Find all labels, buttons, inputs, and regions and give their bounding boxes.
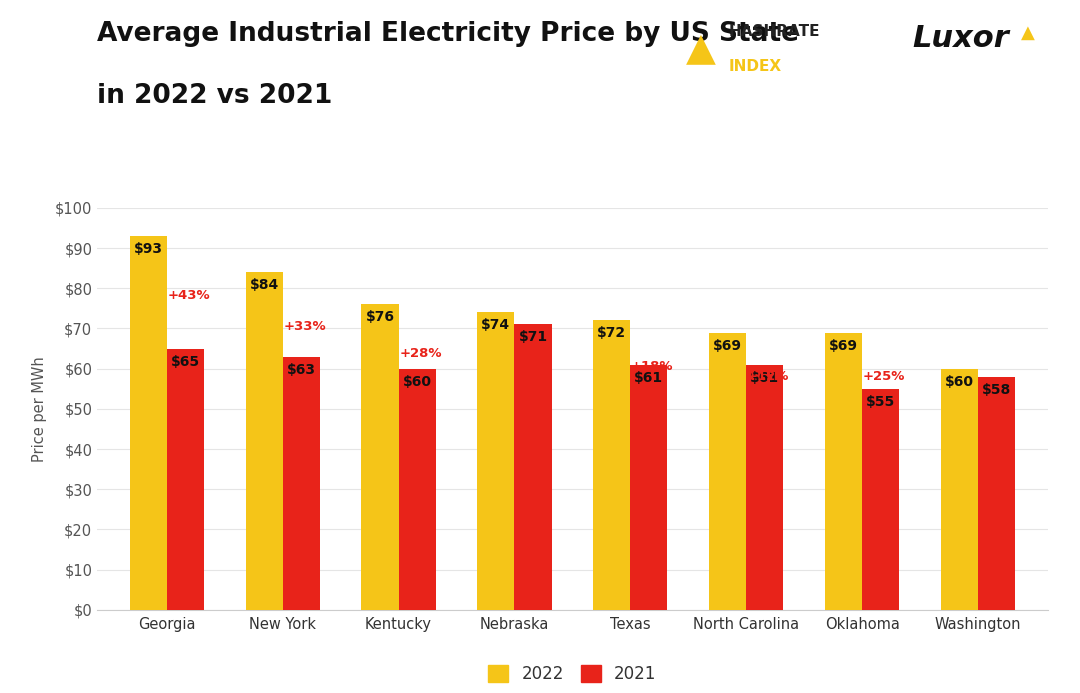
Bar	[593, 320, 631, 610]
Bar	[245, 272, 283, 610]
Text: +33%: +33%	[283, 319, 326, 333]
Text: Average Industrial Electricity Price by US State: Average Industrial Electricity Price by …	[97, 21, 799, 47]
Bar	[130, 236, 166, 610]
Text: $55: $55	[866, 395, 895, 409]
Bar	[631, 365, 667, 610]
Text: ▲: ▲	[1021, 24, 1035, 42]
Text: $69: $69	[829, 339, 859, 353]
Text: $63: $63	[286, 362, 315, 377]
Bar	[825, 333, 862, 610]
Text: $76: $76	[365, 310, 394, 324]
Text: +18%: +18%	[631, 360, 674, 374]
Bar	[710, 333, 746, 610]
Y-axis label: Price per MWh: Price per MWh	[31, 356, 46, 462]
Text: $69: $69	[713, 339, 742, 353]
Bar	[862, 389, 900, 610]
Text: $65: $65	[171, 355, 200, 369]
Text: $84: $84	[249, 279, 279, 292]
Text: INDEX: INDEX	[729, 59, 782, 74]
Bar	[746, 365, 783, 610]
Text: +25%: +25%	[863, 370, 905, 383]
Bar	[283, 357, 320, 610]
Bar	[941, 369, 978, 610]
Bar	[399, 369, 435, 610]
Text: +43%: +43%	[167, 290, 210, 302]
Text: +12%: +12%	[747, 370, 789, 383]
Legend: 2022, 2021: 2022, 2021	[482, 658, 663, 690]
Bar	[477, 313, 514, 610]
Bar	[362, 304, 399, 610]
Text: $72: $72	[597, 326, 626, 340]
Text: $71: $71	[518, 331, 548, 344]
Bar	[514, 324, 552, 610]
Text: $58: $58	[982, 383, 1011, 397]
Text: $74: $74	[482, 319, 511, 333]
Text: $93: $93	[134, 242, 163, 256]
Text: $61: $61	[634, 371, 663, 385]
Text: Luxor: Luxor	[913, 24, 1010, 53]
Text: $60: $60	[403, 375, 432, 389]
Text: +4%: +4%	[978, 401, 1012, 414]
Text: in 2022 vs 2021: in 2022 vs 2021	[97, 83, 333, 109]
Text: +4%: +4%	[515, 353, 549, 367]
Text: HASHRATE: HASHRATE	[729, 24, 821, 40]
Text: $61: $61	[751, 371, 780, 385]
Text: $60: $60	[945, 375, 974, 389]
Bar	[978, 377, 1015, 610]
Bar	[166, 349, 204, 610]
Text: +28%: +28%	[400, 346, 442, 360]
Text: ▲: ▲	[686, 30, 716, 67]
